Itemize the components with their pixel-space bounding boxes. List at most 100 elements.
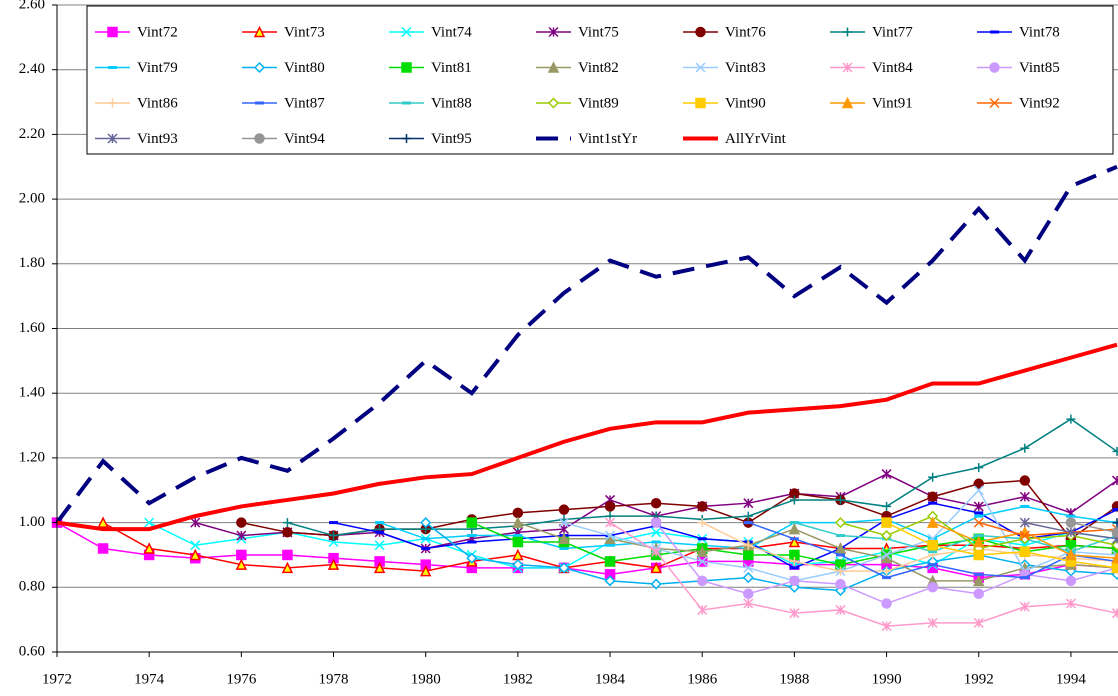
marker — [926, 516, 939, 528]
x-tick-label: 1982 — [503, 671, 533, 687]
marker — [835, 566, 845, 576]
marker — [1065, 517, 1077, 528]
series-line — [978, 521, 1118, 537]
marker — [605, 530, 616, 541]
marker — [1112, 446, 1118, 456]
marker — [1111, 562, 1118, 574]
marker — [189, 548, 201, 561]
marker — [927, 582, 938, 593]
marker — [743, 540, 753, 550]
marker — [512, 507, 524, 519]
marker — [282, 527, 293, 538]
marker — [512, 516, 524, 528]
legend-label: Vint86 — [137, 95, 178, 111]
legend-label: Vint81 — [431, 60, 472, 76]
series-line — [1070, 521, 1118, 534]
marker — [973, 588, 984, 600]
x-tick-label: 1988 — [779, 671, 809, 687]
marker — [882, 501, 892, 511]
legend-label: Vint79 — [137, 60, 178, 76]
marker — [650, 497, 662, 509]
legend-label: Vint90 — [725, 95, 766, 111]
marker — [253, 61, 266, 74]
series-line — [886, 521, 1118, 569]
marker — [696, 575, 708, 587]
y-tick-label: 1.60 — [19, 320, 45, 336]
marker — [834, 517, 847, 529]
marker — [420, 517, 432, 529]
marker — [927, 617, 938, 628]
marker — [973, 478, 984, 490]
marker — [143, 542, 155, 554]
legend-label: Vint95 — [431, 131, 472, 147]
marker — [881, 469, 892, 480]
marker — [973, 535, 985, 548]
marker — [108, 98, 117, 108]
marker — [695, 97, 706, 109]
marker — [743, 511, 753, 521]
marker — [881, 621, 892, 632]
marker — [974, 463, 984, 473]
marker — [282, 549, 293, 561]
marker — [881, 529, 893, 542]
legend-label: Vint92 — [1019, 95, 1060, 111]
legend-label: Vint74 — [431, 24, 472, 40]
marker — [1065, 548, 1077, 561]
x-tick-label: 1972 — [42, 671, 72, 687]
marker — [466, 517, 478, 528]
legend-label: Vint75 — [578, 24, 619, 40]
marker — [1019, 601, 1030, 612]
marker — [1020, 443, 1030, 453]
marker — [1065, 527, 1076, 538]
legend-label: Vint72 — [137, 24, 178, 40]
marker — [236, 549, 247, 561]
legend: Vint72 Vint73 Vint74 Vint75 Vint76 Vint77 Vint… — [86, 5, 1114, 155]
marker — [1112, 518, 1118, 528]
legend-label: Vint94 — [284, 131, 325, 147]
x-tick-label: 1986 — [687, 671, 718, 687]
legend-label: Vint87 — [284, 95, 325, 111]
marker — [788, 535, 801, 548]
y-tick-label: 1.20 — [19, 449, 45, 465]
marker — [329, 531, 339, 541]
x-tick-label: 1974 — [134, 671, 165, 687]
x-tick-label: 1994 — [1056, 671, 1087, 687]
marker — [835, 604, 846, 615]
y-tick-label: 0.60 — [19, 643, 45, 659]
legend-label: Vint77 — [872, 24, 913, 40]
marker — [547, 61, 560, 73]
series-line — [56, 342, 1118, 532]
marker — [842, 62, 853, 73]
legend-label: Vint93 — [137, 131, 178, 147]
marker — [743, 598, 754, 609]
x-tick-label: 1984 — [595, 671, 626, 687]
marker — [1111, 552, 1118, 564]
marker — [107, 133, 118, 144]
y-tick-label: 1.00 — [19, 514, 45, 530]
marker — [841, 96, 854, 109]
marker — [558, 517, 569, 528]
series-line — [55, 164, 1118, 524]
marker — [789, 556, 799, 566]
marker — [928, 472, 938, 482]
marker — [835, 578, 846, 590]
marker — [605, 517, 616, 528]
y-tick-label: 2.20 — [19, 126, 45, 142]
marker — [1019, 546, 1031, 557]
legend-label: AllYrVint — [725, 131, 787, 147]
marker — [512, 536, 524, 548]
marker — [973, 617, 984, 628]
marker — [789, 575, 800, 587]
marker — [697, 604, 708, 615]
marker — [548, 26, 559, 38]
marker — [1065, 575, 1077, 587]
marker — [835, 495, 845, 505]
marker — [973, 517, 984, 528]
marker — [697, 556, 708, 567]
marker — [973, 485, 984, 496]
marker — [973, 549, 984, 561]
legend-label: Vint84 — [872, 60, 913, 76]
marker — [788, 522, 801, 535]
marker — [235, 558, 248, 570]
